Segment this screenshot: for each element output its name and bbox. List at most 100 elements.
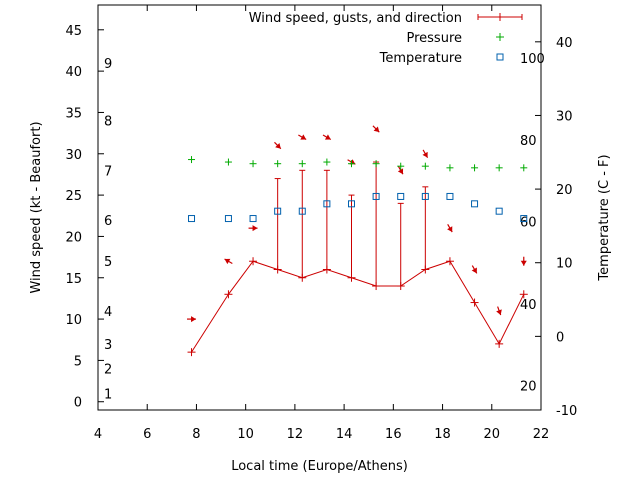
temperature-point: [298, 207, 306, 215]
temperature-point: [347, 200, 355, 208]
y-tick-label-right: 0: [556, 330, 564, 345]
wind-direction-arrow: [372, 125, 380, 133]
fahrenheit-label: 40: [520, 298, 537, 313]
y-axis-label-left: Wind speed (kt - Beaufort): [29, 121, 44, 293]
legend-label-pressure: Pressure: [406, 31, 462, 46]
wind-direction-head: [397, 168, 404, 175]
temperature-point: [323, 200, 331, 208]
beaufort-label: 8: [104, 115, 112, 130]
temperature-point: [274, 207, 282, 215]
wind-direction-head: [447, 226, 453, 233]
wind-direction-head: [300, 134, 307, 140]
pressure-point: [520, 164, 528, 172]
temperature-point: [495, 207, 503, 215]
legend-label-wind: Wind speed, gusts, and direction: [249, 11, 462, 26]
fahrenheit-label: 100: [520, 52, 545, 67]
beaufort-label: 7: [104, 164, 112, 179]
pressure-point: [421, 162, 429, 170]
beaufort-label: 9: [104, 57, 112, 72]
y-tick-label-left: 20: [65, 230, 82, 245]
fahrenheit-label: 20: [520, 380, 537, 395]
wind-direction-arrow: [274, 141, 282, 150]
beaufort-label: 2: [104, 363, 112, 378]
wind-direction-head: [373, 126, 380, 133]
axis-ticks: 4 6 8 10 12 14 16 18 20 22051015202530354045-1001…: [65, 5, 577, 442]
legend-label-temperature: Temperature: [379, 51, 462, 66]
x-tick-label: 8: [192, 427, 200, 442]
x-tick-label: 18: [434, 427, 451, 442]
y-tick-label-right: -10: [556, 404, 577, 419]
fahrenheit-label: 60: [520, 215, 537, 230]
wind-direction-head: [224, 258, 231, 265]
x-tick-label: 14: [336, 427, 353, 442]
wind-direction-arrow: [248, 225, 258, 232]
y-tick-label-left: 25: [65, 189, 82, 204]
wind-direction-head: [520, 260, 527, 266]
pressure-point: [274, 160, 282, 168]
temperature-point: [421, 192, 429, 200]
temperature-point: [372, 192, 380, 200]
temperature-point: [249, 215, 257, 223]
pressure-point: [188, 156, 196, 164]
y-tick-label-left: 35: [65, 106, 82, 121]
y-tick-label-right: 10: [556, 257, 573, 272]
wind-direction-head: [496, 309, 502, 316]
x-tick-label: 22: [533, 427, 550, 442]
y-tick-label-left: 30: [65, 148, 82, 163]
pressure-point: [372, 160, 380, 168]
y-tick-label-left: 45: [65, 24, 82, 39]
wind-direction-head: [275, 143, 281, 149]
pressure-point: [471, 164, 479, 172]
y-tick-label-left: 10: [65, 313, 82, 328]
pressure-point: [249, 160, 257, 168]
wind-direction-arrow: [447, 223, 453, 233]
x-tick-label: 16: [385, 427, 402, 442]
plot-frame: [97, 4, 542, 411]
pressure-point: [298, 160, 306, 168]
wind-direction-arrow: [471, 265, 478, 274]
beaufort-label: 6: [104, 214, 112, 229]
wind-direction-head: [422, 151, 428, 158]
fahrenheit-label: 80: [520, 134, 537, 149]
wind-direction-arrow: [298, 134, 307, 141]
y-tick-label-right: 30: [556, 109, 573, 124]
pressure-point: [323, 158, 331, 166]
y-tick-label-left: 40: [65, 65, 82, 80]
wind-direction-arrow: [322, 134, 332, 141]
x-tick-label: 20: [484, 427, 501, 442]
wind-direction-head: [252, 225, 258, 232]
y-tick-label-left: 5: [74, 354, 82, 369]
y-tick-label-right: 40: [556, 36, 573, 51]
y-tick-label-right: 20: [556, 183, 573, 198]
y-axis-label-right: Temperature (C - F): [597, 154, 612, 281]
x-tick-label: 4: [94, 427, 102, 442]
wind-direction-arrow: [187, 316, 197, 323]
temperature-point: [471, 200, 479, 208]
wind-direction-arrow: [520, 256, 527, 266]
wind-direction-arrow: [224, 258, 233, 265]
x-tick-label: 6: [143, 427, 151, 442]
series-layer: [187, 125, 528, 357]
legend: Wind speed, gusts, and direction Pressure…: [249, 11, 523, 66]
wind-speed-line: [191, 260, 525, 353]
wind-direction-head: [191, 316, 197, 323]
pressure-point: [224, 158, 232, 166]
wind-direction-head: [471, 267, 477, 274]
pressure-point: [446, 164, 454, 172]
temperature-point: [446, 192, 454, 200]
temperature-point: [397, 192, 405, 200]
temperature-point: [224, 215, 232, 223]
x-tick-label: 10: [237, 427, 254, 442]
y-tick-label-left: 15: [65, 272, 82, 287]
beaufort-label: 3: [104, 338, 112, 353]
x-axis-label: Local time (Europe/Athens): [231, 459, 408, 474]
wind-direction-head: [324, 134, 331, 140]
pressure-point: [495, 164, 503, 172]
temperature-point: [520, 215, 528, 223]
beaufort-label: 5: [104, 255, 112, 270]
beaufort-label: 1: [104, 387, 112, 402]
beaufort-label: 4: [104, 305, 112, 320]
wind-direction-arrow: [496, 306, 502, 316]
legend-swatch-temperature: [496, 53, 504, 61]
